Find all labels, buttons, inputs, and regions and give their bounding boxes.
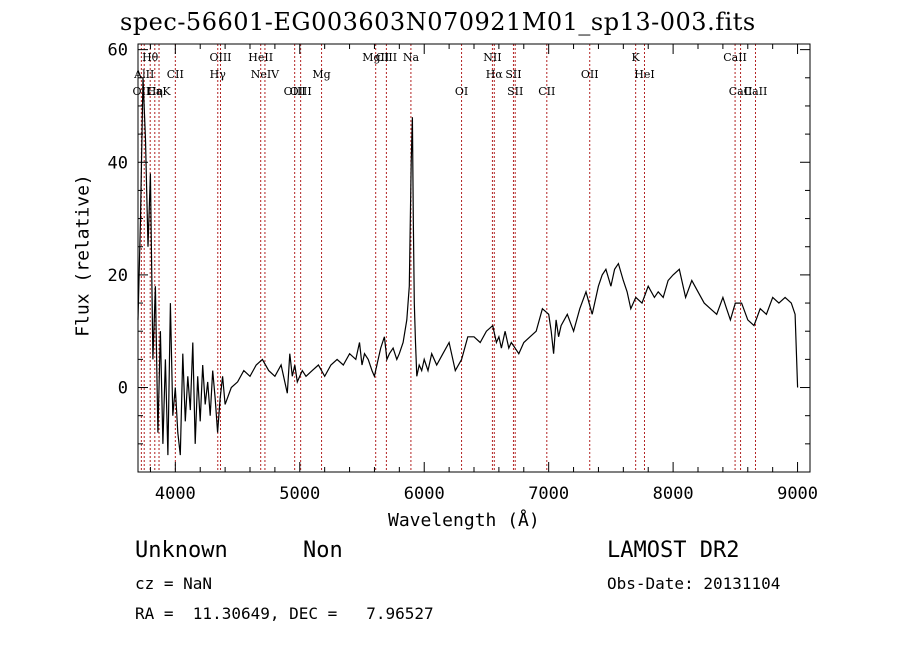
line-label-12: Mg xyxy=(312,68,330,81)
y-tick-label-1: 20 xyxy=(108,266,128,286)
line-label-11: OIII xyxy=(290,85,312,98)
line-label-17: NII xyxy=(483,51,501,64)
line-label-16: OI xyxy=(455,85,468,98)
y-axis-label: Flux (relative) xyxy=(72,174,94,337)
y-tick-label-3: 60 xyxy=(108,41,128,61)
line-label-18: Hα xyxy=(486,68,504,81)
spectrum-line xyxy=(137,77,799,456)
emission-line-labels: OIIAlIIHθHηCaKCIIOIIIHγHeIINeIVOIIIOIIIM… xyxy=(133,51,768,98)
cz-text: cz = NaN xyxy=(135,574,213,593)
class-label: Unknown xyxy=(135,538,228,563)
line-label-0: OII xyxy=(133,85,151,98)
line-label-22: OII xyxy=(581,68,599,81)
x-tick-label-3: 7000 xyxy=(528,484,569,504)
chart-title: spec-56601-EG003603N070921M01_sp13-003.f… xyxy=(120,8,756,36)
line-label-3: Hη xyxy=(147,85,163,98)
obs-date-text: Obs-Date: 20131104 xyxy=(607,574,781,593)
line-label-26: CaII xyxy=(729,85,753,98)
line-label-15: Na xyxy=(403,51,420,64)
line-label-20: SII xyxy=(507,85,523,98)
x-axis: 4000 5000 6000 7000 8000 9000 xyxy=(149,44,818,504)
line-label-10: OIII xyxy=(284,85,306,98)
line-label-14: CIII xyxy=(376,51,397,64)
x-axis-label: Wavelength (Å) xyxy=(388,510,540,531)
subclass-label: Non xyxy=(303,538,343,563)
line-label-7: Hγ xyxy=(210,68,227,81)
line-label-24: K xyxy=(632,51,641,64)
radec-text: RA = 11.30649, DEC = 7.96527 xyxy=(135,604,434,623)
line-label-4: CaK xyxy=(147,85,171,98)
y-axis: 0 20 40 60 xyxy=(108,41,810,445)
survey-label: LAMOST DR2 xyxy=(607,538,740,563)
emission-line-markers xyxy=(140,44,756,472)
line-label-13: MgII xyxy=(362,51,389,64)
line-label-21: CII xyxy=(538,85,555,98)
line-label-9: NeIV xyxy=(251,68,280,81)
line-label-6: OIII xyxy=(209,51,231,64)
line-label-8: HeII xyxy=(248,51,273,64)
line-label-19: SII xyxy=(505,68,521,81)
y-tick-label-2: 40 xyxy=(108,153,128,173)
y-tick-label-0: 0 xyxy=(118,379,128,399)
plot-frame xyxy=(137,43,811,473)
line-label-1: AlII xyxy=(133,68,154,81)
x-tick-label-0: 4000 xyxy=(155,484,196,504)
x-tick-label-5: 9000 xyxy=(777,484,818,504)
line-label-25: CaII xyxy=(723,51,747,64)
line-label-23: HeI xyxy=(634,68,654,81)
x-tick-label-2: 6000 xyxy=(404,484,445,504)
line-label-2: Hθ xyxy=(142,51,159,64)
x-tick-label-4: 8000 xyxy=(653,484,694,504)
line-label-5: CII xyxy=(167,68,184,81)
line-label-27: CaII xyxy=(744,85,768,98)
x-tick-label-1: 5000 xyxy=(279,484,320,504)
